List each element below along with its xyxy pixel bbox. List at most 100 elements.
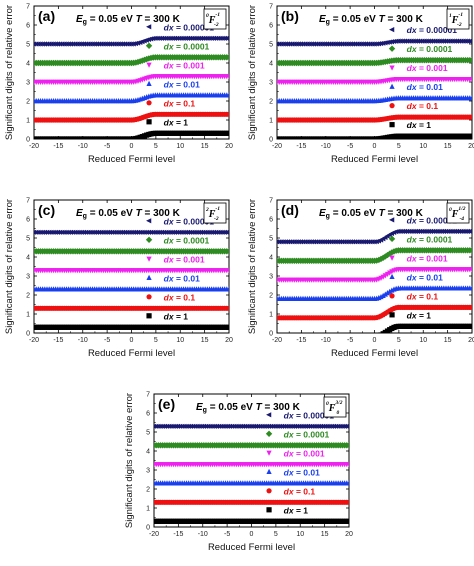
series-label-var: dx (164, 292, 175, 302)
x-tick-label: 20 (225, 337, 233, 344)
function-label-sup: 1/2 (458, 206, 465, 212)
function-label-box (203, 8, 227, 30)
data-point (468, 247, 472, 254)
chart-panel-2: -20 -15 -10 -5 0 5 10 15 20 0 1 2 3 4 5 6 7 Reduced Fermi… (4, 198, 233, 360)
series-label-var: dx (164, 98, 175, 108)
series-label-marker (389, 293, 395, 299)
series-3 (277, 95, 472, 104)
series-label-marker (146, 119, 152, 125)
series-label-var: dx (407, 63, 418, 73)
data-point (226, 92, 229, 98)
function-label-left-sup: 0 (326, 401, 329, 407)
data-point (382, 40, 388, 46)
y-tick-label: 6 (269, 217, 273, 224)
function-label-sub: -2 (214, 216, 219, 222)
series-label-value: = 1 (174, 311, 189, 321)
series-label-marker (266, 450, 272, 456)
chart-panel-4: -20 -15 -10 -5 0 5 10 15 20 0 1 2 3 4 5 6 7 Reduced Fermi… (124, 392, 353, 554)
series-label-value: = 0.1 (417, 101, 439, 111)
series-2 (154, 462, 349, 468)
data-point (355, 334, 360, 339)
y-tick-label: 1 (146, 506, 150, 513)
series-label-value: = 0.0001 (294, 429, 330, 439)
function-label: 0F1/2 -4 (449, 206, 466, 222)
param-eg-symbol: E (319, 14, 326, 25)
series-label-value: = 0.01 (417, 82, 444, 92)
data-point (333, 334, 338, 339)
series-label: dx = 0.0001 (407, 44, 453, 54)
series-label-marker (389, 27, 395, 33)
x-tick-label: 15 (321, 531, 329, 538)
param-eg-value: = 0.05 eV (87, 14, 133, 25)
series-label: dx = 0.0001 (407, 234, 453, 244)
data-point (468, 56, 472, 64)
x-tick-label: 5 (274, 531, 278, 538)
x-tick-label: -5 (104, 337, 110, 344)
data-point (469, 267, 472, 273)
param-eg-symbol: E (196, 402, 203, 413)
series-5 (34, 324, 229, 330)
x-tick-label: -15 (296, 337, 306, 344)
series-label-var: dx (284, 486, 295, 496)
x-tick-label: -20 (272, 337, 282, 344)
data-point (287, 334, 292, 339)
param-eg-value: = 0.05 eV (330, 208, 376, 219)
x-tick-label: -15 (53, 337, 63, 344)
series-label-var: dx (407, 234, 418, 244)
series-label-marker (389, 273, 395, 280)
x-tick-label: -15 (173, 531, 183, 538)
x-tick-label: -10 (321, 337, 331, 344)
x-tick-label: -5 (224, 531, 230, 538)
series-label-var: dx (407, 291, 418, 301)
function-label-sup: -1 (215, 12, 220, 18)
series-label-var: dx (407, 82, 418, 92)
param-eg-symbol: E (319, 208, 326, 219)
x-tick-label: 15 (201, 143, 209, 150)
series-label-marker (146, 274, 152, 280)
series-2 (34, 268, 229, 274)
function-label-sub: -2 (457, 22, 462, 28)
param-eg-sub: g (83, 213, 87, 220)
y-tick-label: 3 (26, 80, 30, 87)
x-tick-label: -10 (78, 143, 88, 150)
series-label: dx = 0.01 (407, 272, 443, 282)
series-label-2: dx = 0.001 (389, 63, 448, 73)
series-1 (34, 248, 229, 255)
series-label: dx = 0.00001 (407, 215, 458, 225)
series-label-value: = 0.1 (417, 291, 439, 301)
y-tick-label: 2 (146, 487, 150, 494)
series-1 (277, 56, 472, 67)
series-label: dx = 0.0001 (164, 41, 210, 51)
series-label: dx = 0.001 (164, 254, 205, 264)
data-point (226, 305, 229, 311)
data-layer (34, 35, 229, 139)
data-point (365, 334, 370, 339)
series-label-var: dx (407, 120, 418, 130)
y-tick-label: 0 (146, 525, 150, 532)
y-tick-label: 7 (269, 198, 273, 205)
series-label-4: dx = 0.1 (266, 486, 315, 496)
data-point (469, 114, 472, 120)
series-label-marker (266, 488, 272, 494)
series-label-marker (265, 430, 273, 437)
series-label-var: dx (164, 117, 175, 127)
series-5 (154, 518, 349, 524)
x-tick-label: -20 (29, 143, 39, 150)
panel-params: Eg = 0.05 eV T = 300 K (319, 208, 424, 220)
y-tick-label: 0 (26, 137, 30, 144)
x-tick-label: 10 (296, 531, 304, 538)
data-point (382, 291, 388, 297)
series-3 (154, 480, 349, 486)
x-axis-label: Reduced Fermi level (88, 348, 175, 359)
y-tick-label: 3 (269, 274, 273, 281)
series-label-marker (266, 507, 272, 513)
series-label-value: = 0.01 (174, 79, 201, 89)
series-label-value: = 1 (417, 120, 432, 130)
data-point (379, 254, 387, 261)
x-tick-label: 5 (154, 143, 158, 150)
x-tick-label: 10 (176, 337, 184, 344)
function-label-left-sup: 0 (206, 13, 209, 19)
series-label-value: = 0.001 (174, 254, 205, 264)
series-label-var: dx (407, 101, 418, 111)
